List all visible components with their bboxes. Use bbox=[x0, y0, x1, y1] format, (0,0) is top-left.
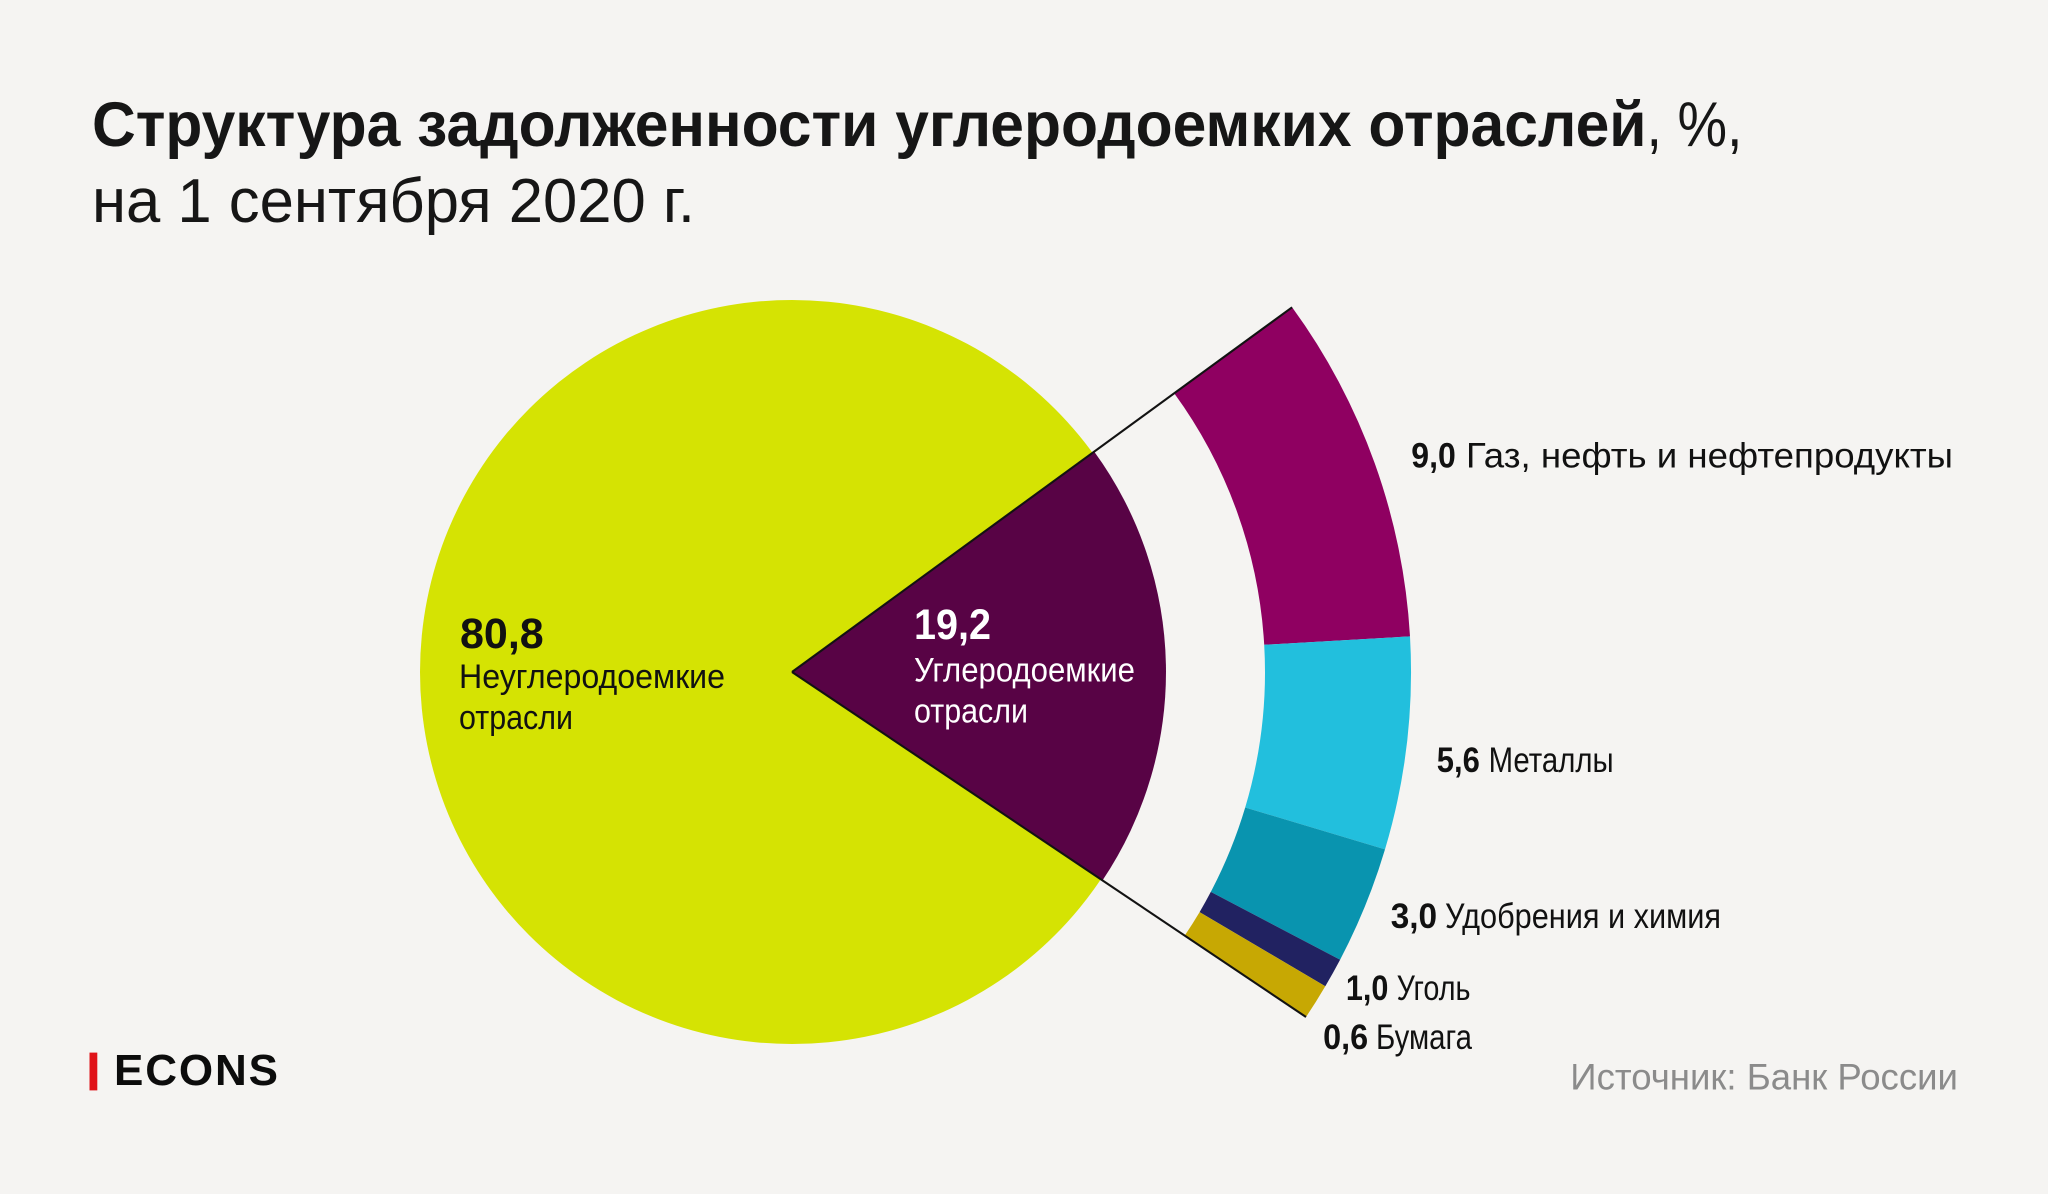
svg-text:Удобрения и химия: Удобрения и химия bbox=[1445, 897, 1721, 936]
svg-text:Газ, нефть и нефтепродукты: Газ, нефть и нефтепродукты bbox=[1466, 436, 1953, 475]
svg-text:Неуглеродоемкие: Неуглеродоемкие bbox=[459, 658, 725, 696]
svg-text:80,8: 80,8 bbox=[460, 610, 544, 658]
svg-text:9,0: 9,0 bbox=[1411, 436, 1456, 475]
svg-text:1,0: 1,0 bbox=[1346, 969, 1389, 1008]
svg-text:19,2: 19,2 bbox=[914, 601, 991, 649]
svg-text:ECONS: ECONS bbox=[114, 1046, 278, 1095]
svg-text:Уголь: Уголь bbox=[1397, 969, 1471, 1008]
svg-text:Металлы: Металлы bbox=[1489, 741, 1614, 780]
svg-text:отрасли: отрасли bbox=[459, 699, 573, 737]
svg-text:, %,: , %, bbox=[1647, 90, 1743, 160]
svg-text:Бумага: Бумага bbox=[1376, 1018, 1472, 1057]
svg-text:3,0: 3,0 bbox=[1391, 897, 1437, 936]
svg-text:Углеродоемкие: Углеродоемкие bbox=[914, 652, 1135, 690]
svg-text:0,6: 0,6 bbox=[1323, 1018, 1368, 1057]
svg-text:Структура задолженности углеро: Структура задолженности углеродоемких от… bbox=[92, 90, 1647, 160]
svg-text:на 1 сентября 2020 г.: на 1 сентября 2020 г. bbox=[92, 167, 695, 236]
svg-text:отрасли: отрасли bbox=[914, 692, 1028, 730]
svg-text:5,6: 5,6 bbox=[1437, 741, 1480, 780]
svg-text:Источник: Банк России: Источник: Банк России bbox=[1570, 1057, 1958, 1098]
